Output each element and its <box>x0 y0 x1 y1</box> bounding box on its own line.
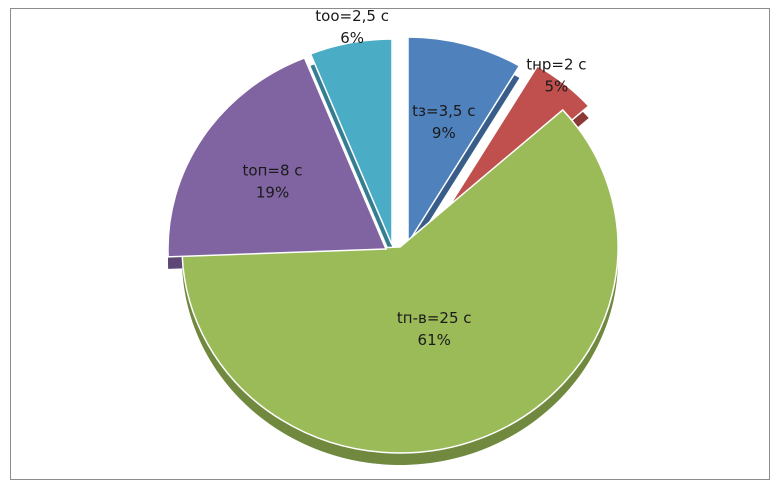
pie-labels-layer: tз=3,5 с 9% tнр=2 с 5% tп-в=25 с 61% tоп=8 с 19… <box>243 7 587 349</box>
slice-percent-3: 61% <box>418 331 451 349</box>
slice-percent-1: 9% <box>432 124 456 142</box>
slice-label-4: tоп=8 с <box>243 162 303 180</box>
slice-label-5: tоо=2,5 с <box>315 7 389 25</box>
slice-percent-5: 6% <box>340 29 364 47</box>
pie-slices-layer <box>167 36 619 454</box>
pie-slice-1 <box>407 36 521 246</box>
slice-label-2: tнр=2 с <box>526 56 586 74</box>
slice-percent-2: 5% <box>544 78 568 96</box>
slice-label-1: tз=3,5 с <box>412 102 475 120</box>
slice-percent-4: 19% <box>256 184 289 202</box>
pie-slice-5 <box>309 38 393 246</box>
pie-slice-3 <box>181 108 619 454</box>
pie-slice-4 <box>167 56 388 258</box>
slice-label-3: tп-в=25 с <box>397 309 472 327</box>
